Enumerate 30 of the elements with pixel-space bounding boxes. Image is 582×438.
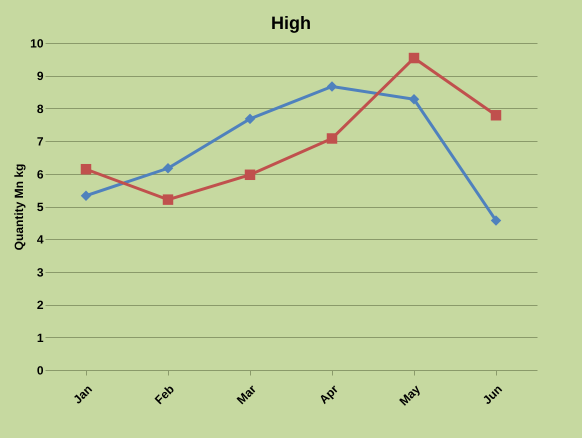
point (80, 190, 92, 201)
point (326, 133, 338, 144)
point (490, 215, 502, 226)
x-tick-label: Feb (152, 382, 177, 408)
y-tick-label: 9 (36, 69, 44, 84)
point (490, 110, 502, 121)
y-tick-label: 4 (36, 232, 44, 247)
y-tick-label: 0 (36, 364, 44, 378)
y-tick-label: 10 (30, 36, 44, 50)
y-axis-title: Quantity Mn kg (12, 164, 26, 250)
point (408, 94, 420, 104)
y-tick-label: 1 (36, 330, 44, 345)
point (80, 164, 92, 174)
y-tick-label: 2 (36, 298, 44, 312)
x-tick-label: Apr (316, 382, 342, 407)
point (162, 194, 174, 205)
y-tick-label: 6 (36, 167, 44, 182)
y-tick-label: 3 (36, 265, 44, 280)
point (162, 162, 174, 174)
chart-title: High (271, 13, 311, 33)
point (326, 81, 338, 92)
x-tick-label: Jan (70, 382, 95, 407)
y-tick-label: 8 (36, 102, 44, 116)
x-tick-label: Jun (480, 382, 505, 408)
y-tick-label: 5 (36, 200, 44, 214)
point (244, 170, 256, 180)
point (408, 52, 420, 64)
x-tick-label: Mar (234, 382, 260, 408)
y-tick-label: 7 (36, 134, 44, 149)
point (244, 114, 256, 124)
